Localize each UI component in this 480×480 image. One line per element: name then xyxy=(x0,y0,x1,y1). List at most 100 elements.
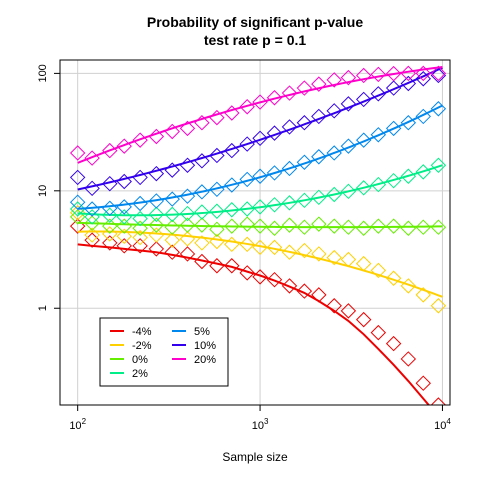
data-point xyxy=(148,217,165,233)
legend-item: 20% xyxy=(172,354,216,366)
data-point xyxy=(415,108,431,125)
data-point xyxy=(224,105,240,121)
data-point xyxy=(148,206,165,223)
series-1 xyxy=(69,218,447,405)
chart-title: Probability of significant p-value xyxy=(147,14,363,30)
x-tick-label-exponent: 2 xyxy=(82,417,87,426)
data-point xyxy=(224,218,240,234)
data-point xyxy=(385,218,402,234)
data-point xyxy=(116,238,132,254)
data-point xyxy=(239,265,255,281)
data-point xyxy=(164,232,180,248)
data-point xyxy=(164,191,180,207)
series-line xyxy=(77,164,443,217)
x-tick-label: 102 xyxy=(69,417,86,432)
data-point xyxy=(179,246,196,262)
data-layer xyxy=(69,65,447,405)
data-point xyxy=(84,180,100,197)
data-point xyxy=(132,229,148,246)
data-point xyxy=(430,219,447,235)
data-point xyxy=(400,65,417,82)
legend-label: 0% xyxy=(132,354,148,366)
chart-subtitle: test rate p = 0.1 xyxy=(204,32,307,48)
legend-label: -2% xyxy=(132,340,152,352)
data-point xyxy=(116,173,132,190)
data-point xyxy=(415,375,431,391)
data-point xyxy=(224,177,240,193)
data-point xyxy=(179,157,196,173)
data-point xyxy=(370,127,387,143)
data-point xyxy=(400,75,417,92)
data-point xyxy=(355,91,372,108)
data-point xyxy=(385,65,402,82)
data-point xyxy=(400,220,417,236)
data-point xyxy=(132,132,148,148)
legend-label: 2% xyxy=(132,368,148,380)
data-point xyxy=(239,99,255,115)
data-point xyxy=(326,145,342,161)
data-point xyxy=(281,244,298,260)
data-point xyxy=(252,239,268,256)
data-point xyxy=(370,324,387,341)
data-point xyxy=(311,246,327,262)
data-point xyxy=(430,65,447,82)
data-point xyxy=(370,86,387,102)
data-point xyxy=(355,255,372,272)
data-point xyxy=(385,80,402,96)
data-point xyxy=(266,165,283,181)
data-point xyxy=(102,142,118,159)
data-point xyxy=(340,251,357,268)
data-point xyxy=(252,199,268,215)
series-7 xyxy=(69,65,447,166)
legend-item: 2% xyxy=(110,368,148,380)
data-point xyxy=(400,278,417,294)
legend-box xyxy=(99,317,229,387)
data-point xyxy=(326,249,342,266)
data-point xyxy=(194,153,210,169)
legend-label: -4% xyxy=(132,326,152,338)
data-point xyxy=(179,217,196,233)
data-point xyxy=(224,236,240,253)
data-point xyxy=(340,219,357,235)
data-point xyxy=(179,231,196,247)
plot-frame xyxy=(59,59,451,406)
data-point xyxy=(370,66,387,83)
data-point xyxy=(326,103,342,119)
data-point xyxy=(281,195,298,211)
data-point xyxy=(132,169,148,186)
data-point xyxy=(355,67,372,84)
x-tick-label-exponent: 4 xyxy=(446,417,451,426)
data-point xyxy=(430,157,447,173)
data-point xyxy=(239,171,255,188)
data-point xyxy=(415,219,431,235)
data-point xyxy=(209,147,225,164)
data-point xyxy=(355,180,372,196)
data-point xyxy=(281,85,298,101)
data-point xyxy=(311,216,327,232)
series-line xyxy=(77,65,443,164)
data-point xyxy=(84,227,100,243)
x-tick-label: 103 xyxy=(252,417,269,432)
data-point xyxy=(252,269,268,285)
data-point xyxy=(69,169,86,186)
data-point xyxy=(102,200,118,216)
legend-label: 10% xyxy=(194,340,216,352)
legend-label: 20% xyxy=(194,354,216,366)
data-point xyxy=(116,228,132,244)
data-point xyxy=(326,218,342,234)
data-point xyxy=(340,138,357,154)
data-point xyxy=(132,220,148,236)
data-point xyxy=(252,218,268,234)
data-point xyxy=(370,218,387,234)
data-point xyxy=(415,164,431,180)
data-point xyxy=(311,189,327,206)
data-point xyxy=(132,238,148,254)
data-point xyxy=(311,108,327,125)
data-point xyxy=(148,128,165,145)
data-point xyxy=(84,209,100,225)
legend-item: 5% xyxy=(172,326,210,338)
data-point xyxy=(179,205,196,222)
grid-layer xyxy=(60,60,450,405)
